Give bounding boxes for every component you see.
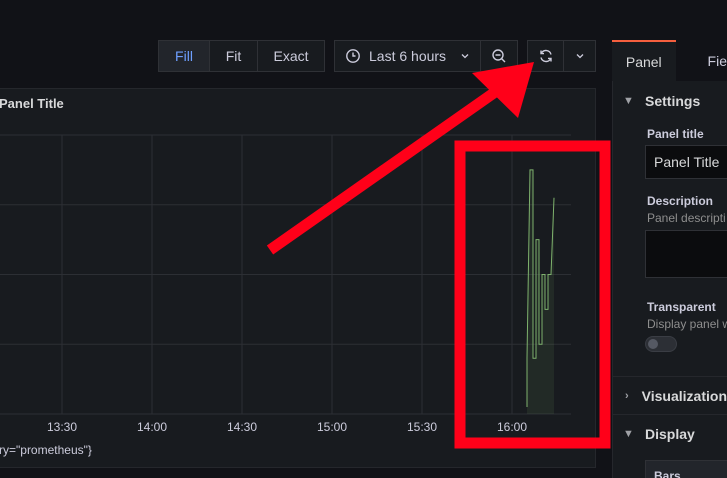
- panel-title-input[interactable]: Panel Title: [645, 145, 727, 179]
- x-tick-label: 16:00: [497, 420, 527, 434]
- refresh-button[interactable]: [528, 41, 564, 71]
- panel-title-label: Panel title: [647, 127, 704, 141]
- chevron-down-icon: [461, 54, 469, 59]
- x-tick-label: 14:30: [227, 420, 257, 434]
- x-tick-label: 15:00: [317, 420, 347, 434]
- chevron-down-icon: [576, 54, 583, 59]
- tab-field[interactable]: Fie: [707, 52, 727, 69]
- settings-label: Settings: [645, 93, 701, 109]
- description-textarea[interactable]: [645, 230, 727, 278]
- view-mode-group: Fill Fit Exact: [158, 40, 325, 72]
- series-area: [527, 169, 554, 414]
- fit-button[interactable]: Fit: [210, 41, 258, 71]
- description-label: Description: [647, 194, 714, 208]
- time-series-chart: 13:30 14:00 14:30 15:00 15:30 16:00: [0, 134, 571, 434]
- fill-button[interactable]: Fill: [159, 41, 210, 71]
- legend-item[interactable]: ry="prometheus"}: [0, 443, 92, 457]
- settings-section-header[interactable]: ▼ Settings: [612, 82, 727, 120]
- visualization-section-header[interactable]: › Visualization: [612, 376, 727, 414]
- display-section-header[interactable]: ▼ Display: [612, 414, 727, 452]
- x-tick-label: 13:30: [47, 420, 77, 434]
- bars-option[interactable]: Bars: [645, 460, 727, 478]
- time-range-label: Last 6 hours: [369, 48, 447, 64]
- panel-title[interactable]: Panel Title: [0, 96, 64, 111]
- zoom-out-button[interactable]: [481, 41, 517, 71]
- time-range-group: Last 6 hours: [334, 40, 518, 72]
- graph-panel: 13:30 14:00 14:30 15:00 15:30 16:00 Panel Tit…: [0, 88, 596, 468]
- chevron-right-icon: ›: [625, 389, 629, 402]
- transparent-toggle[interactable]: [645, 336, 677, 352]
- exact-button[interactable]: Exact: [273, 48, 309, 64]
- tab-panel[interactable]: Panel: [612, 40, 676, 81]
- sidebar-tabs: Panel Fie: [612, 40, 727, 81]
- description-hint: Panel descripti: [647, 211, 726, 225]
- visualization-label: Visualization: [641, 387, 727, 404]
- refresh-icon: [539, 49, 552, 63]
- display-label: Display: [645, 425, 695, 442]
- x-tick-label: 14:00: [137, 420, 167, 434]
- transparent-hint: Display panel w: [647, 317, 727, 331]
- clock-icon: [346, 49, 360, 63]
- chevron-down-icon: ▼: [623, 95, 634, 107]
- refresh-group: [527, 40, 596, 72]
- chevron-down-icon: ▼: [623, 427, 634, 440]
- x-tick-label: 15:30: [407, 420, 437, 434]
- transparent-label: Transparent: [647, 300, 716, 314]
- refresh-interval-dropdown[interactable]: [564, 41, 595, 71]
- zoom-out-icon: [492, 49, 506, 63]
- time-range-picker[interactable]: Last 6 hours: [335, 41, 482, 71]
